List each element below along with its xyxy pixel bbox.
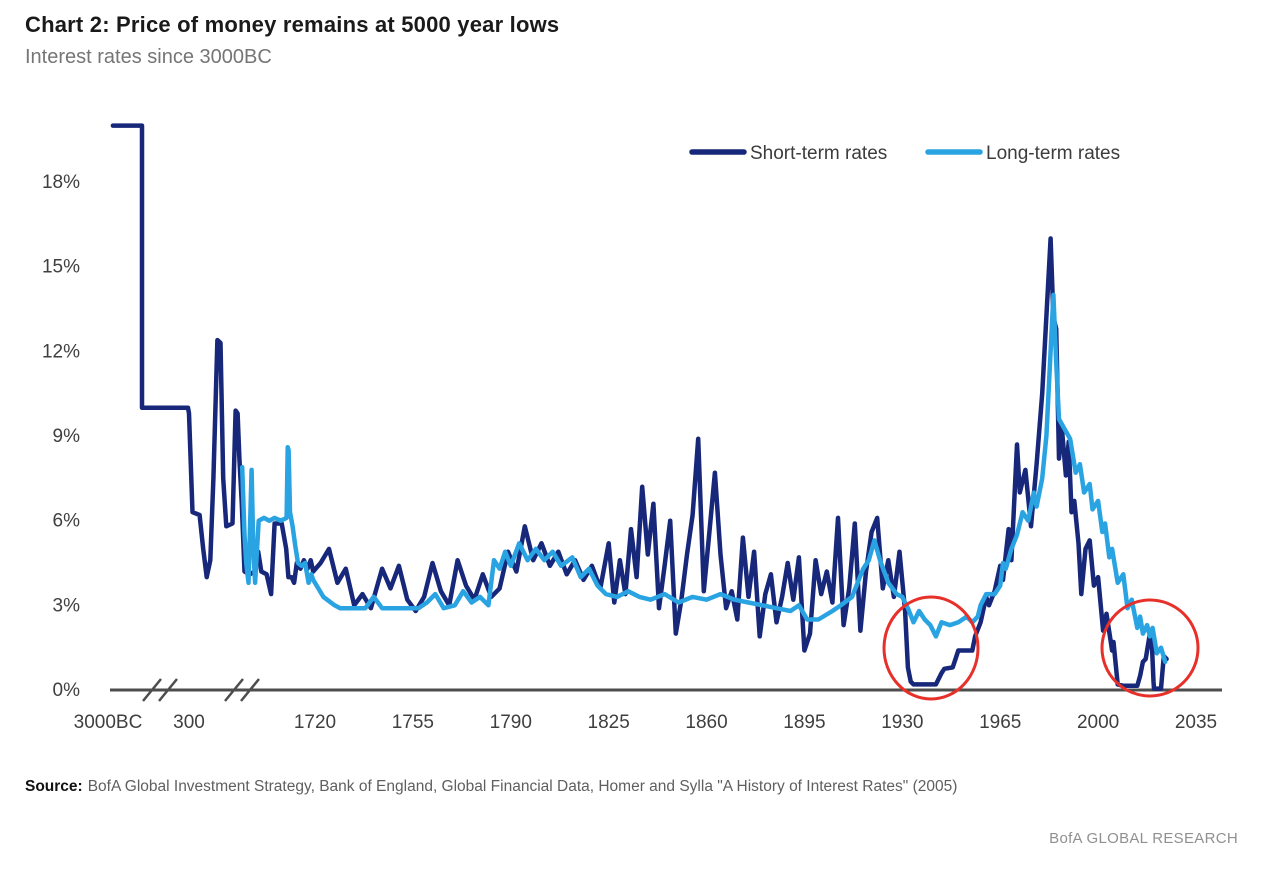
x-tick-label-1825: 1825 [588, 712, 630, 733]
brand-research-label: BofA GLOBAL RESEARCH [1049, 830, 1238, 847]
axis-break-mark-3 [224, 678, 244, 702]
source-line: Source: BofA Global Investment Strategy, … [25, 778, 957, 796]
x-tick-label-1895: 1895 [783, 712, 825, 733]
chart-line-long-term-rates [239, 292, 1168, 665]
x-tick-label-1860: 1860 [685, 712, 727, 733]
axis-break-mark-4 [240, 678, 260, 702]
y-tick-label-12: 12% [42, 341, 80, 362]
x-tick-label-2000: 2000 [1077, 712, 1119, 733]
legend-label-short-term: Short-term rates [750, 143, 887, 164]
source-label: Source: [25, 778, 83, 795]
axis-break-mark-1 [142, 678, 162, 702]
x-tick-label-1965: 1965 [979, 712, 1021, 733]
x-tick-label-1930: 1930 [881, 712, 923, 733]
chart-title: Chart 2: Price of money remains at 5000 … [25, 12, 560, 37]
interest-rates-chart: 0% 3% 6% 9% 12% 15% 18% 3000BC 300 1720 1755 1790 18… [42, 123, 1222, 733]
y-tick-label-15: 15% [42, 257, 80, 278]
y-tick-label-0: 0% [53, 680, 81, 701]
highlight-circle-1 [882, 595, 980, 701]
highlight-circle-2 [1100, 598, 1200, 698]
x-tick-label-1790: 1790 [490, 712, 532, 733]
x-tick-label-300: 300 [173, 712, 205, 733]
axis-break-mark-2 [158, 678, 178, 702]
y-tick-label-3: 3% [53, 595, 81, 616]
y-tick-label-6: 6% [53, 511, 81, 532]
x-tick-label-3000BC: 3000BC [74, 712, 143, 733]
chart-subtitle: Interest rates since 3000BC [25, 46, 272, 68]
x-tick-label-1720: 1720 [294, 712, 336, 733]
y-tick-label-9: 9% [53, 426, 81, 447]
y-tick-label-18: 18% [42, 172, 80, 193]
source-text: BofA Global Investment Strategy, Bank of… [87, 778, 958, 795]
x-tick-label-1755: 1755 [392, 712, 434, 733]
x-tick-label-2035: 2035 [1175, 712, 1217, 733]
chart-line-short-term-rates [110, 123, 1169, 691]
legend-label-long-term: Long-term rates [986, 143, 1120, 164]
